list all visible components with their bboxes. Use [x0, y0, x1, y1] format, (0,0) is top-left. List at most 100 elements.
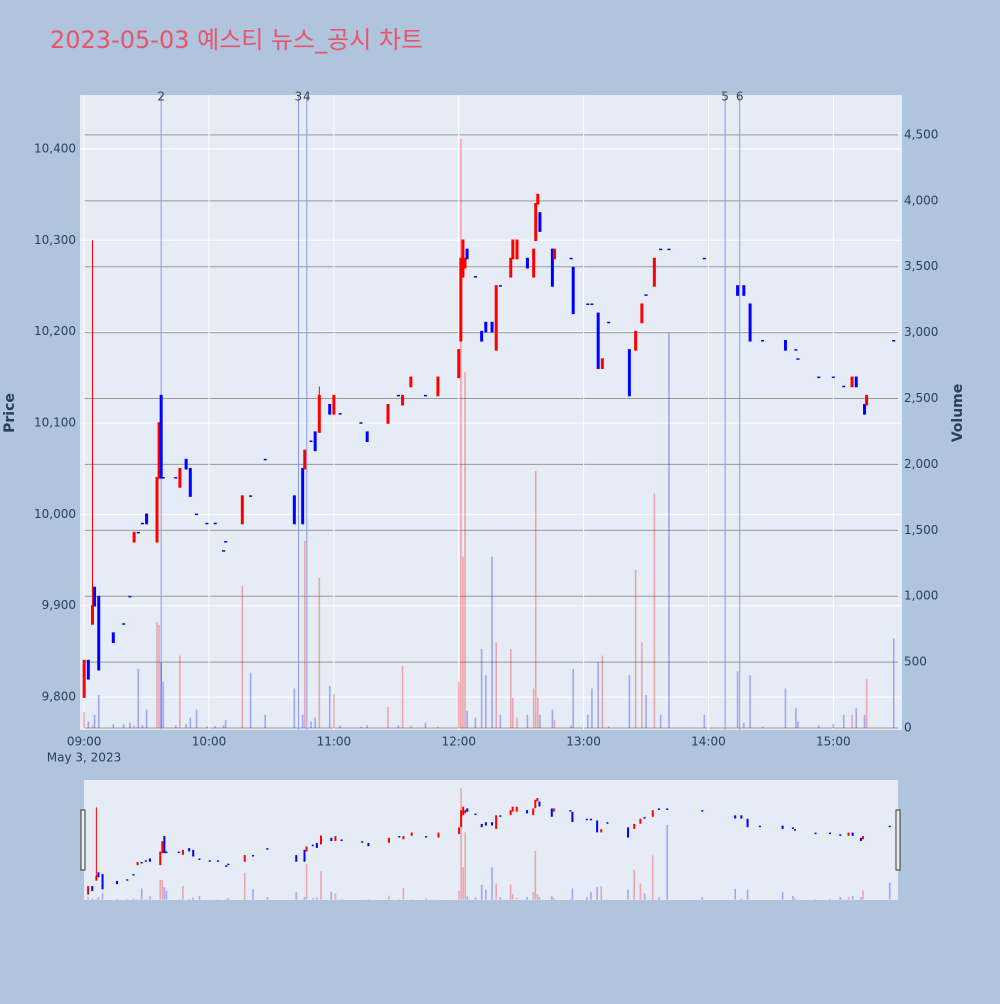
candle-body: [316, 843, 318, 848]
candle-body: [480, 331, 483, 342]
candle-body: [309, 441, 312, 443]
candle-body: [458, 827, 460, 834]
candle-body: [538, 212, 541, 232]
candle-body: [499, 285, 502, 287]
candle-body: [526, 810, 528, 813]
volume-bar: [164, 887, 166, 899]
candle-body: [424, 395, 427, 397]
chart-title: 2023-05-03 예스티 뉴스_공시 차트: [50, 26, 423, 54]
volume-bar: [339, 725, 341, 728]
candle-body: [301, 468, 304, 524]
volume-bar: [851, 715, 853, 728]
candle-body: [466, 808, 468, 811]
volume-bar: [572, 888, 574, 899]
volume-bar: [464, 372, 466, 728]
candle-body: [644, 817, 646, 819]
volume-bar: [360, 727, 362, 728]
volume-bar: [644, 893, 646, 899]
volume-bar: [98, 897, 100, 899]
candle-body: [339, 413, 342, 415]
candle-body: [332, 395, 335, 415]
volume-bar: [795, 708, 797, 728]
volume-bar: [792, 896, 794, 900]
candle-body: [742, 285, 745, 296]
candle-body: [633, 824, 635, 829]
range-handle[interactable]: [896, 810, 900, 870]
candle-body: [863, 404, 866, 415]
candle-body: [491, 822, 493, 825]
candle-body: [217, 860, 219, 862]
candle-body: [359, 422, 362, 424]
candle-body: [436, 377, 439, 397]
y2-tick-label: 0: [904, 721, 912, 735]
volume-bar: [329, 686, 331, 728]
y2-axis-label: Volume: [950, 384, 966, 443]
candle-body: [122, 623, 125, 625]
volume-bar: [133, 899, 135, 900]
volume-bar: [244, 873, 246, 900]
range-handle[interactable]: [81, 810, 85, 870]
candle-body: [640, 303, 643, 323]
volume-bar: [516, 717, 518, 728]
volume-bar: [116, 899, 118, 900]
candle-body: [227, 864, 229, 866]
volume-bar: [591, 688, 593, 728]
volume-bar: [526, 897, 528, 899]
volume-bar: [510, 649, 512, 728]
candle-body: [667, 249, 670, 251]
volume-bar: [587, 715, 589, 728]
volume-bar: [335, 893, 337, 899]
volume-bar: [516, 898, 518, 900]
candle-body: [538, 802, 540, 807]
volume-bar: [512, 894, 514, 900]
candle-body: [782, 826, 784, 829]
candle-body: [747, 819, 749, 827]
candle-body: [411, 833, 413, 836]
volume-bar: [495, 642, 497, 728]
x-date-label: May 3, 2023: [47, 751, 121, 765]
volume-bar: [570, 725, 572, 728]
volume-bar: [403, 888, 405, 900]
volume-bar: [495, 883, 497, 899]
candle-body: [532, 249, 535, 278]
candle-body: [551, 808, 553, 816]
volume-bar: [654, 493, 656, 728]
volume-bar: [464, 832, 466, 899]
candle-body: [141, 862, 143, 864]
volume-bar: [864, 715, 866, 728]
volume-bar: [652, 855, 654, 899]
volume-bar: [635, 570, 637, 728]
candle-body: [137, 532, 140, 534]
volume-bar: [304, 541, 306, 728]
volume-bar: [641, 642, 643, 728]
volume-bar: [158, 625, 160, 728]
x-tick-label: 11:00: [317, 735, 352, 749]
volume-bar: [475, 717, 477, 728]
volume-bar: [295, 892, 297, 899]
volume-bar: [141, 888, 143, 899]
y-tick-label: 10,400: [34, 141, 76, 155]
volume-bar: [387, 707, 389, 728]
volume-bar: [112, 724, 114, 728]
candle-body: [553, 808, 555, 811]
y-axis-label: Price: [2, 393, 18, 433]
candle-body: [740, 815, 742, 818]
candle-body: [312, 845, 314, 847]
volume-bar: [833, 724, 835, 728]
candle-body: [249, 495, 252, 497]
range-slider[interactable]: [84, 780, 898, 900]
candle-body: [553, 249, 556, 260]
volume-bar: [227, 898, 229, 899]
candle-body: [225, 865, 227, 867]
volume-bar: [658, 897, 660, 899]
volume-bar: [741, 899, 743, 900]
candle-body: [474, 276, 477, 278]
candle-body: [209, 860, 211, 862]
volume-bar: [532, 892, 534, 899]
volume-bar: [304, 897, 306, 899]
volume-bar: [142, 725, 144, 728]
candle-body: [495, 815, 497, 829]
candle-body: [87, 886, 89, 894]
candle-body: [145, 514, 148, 525]
candle-body: [761, 340, 764, 342]
